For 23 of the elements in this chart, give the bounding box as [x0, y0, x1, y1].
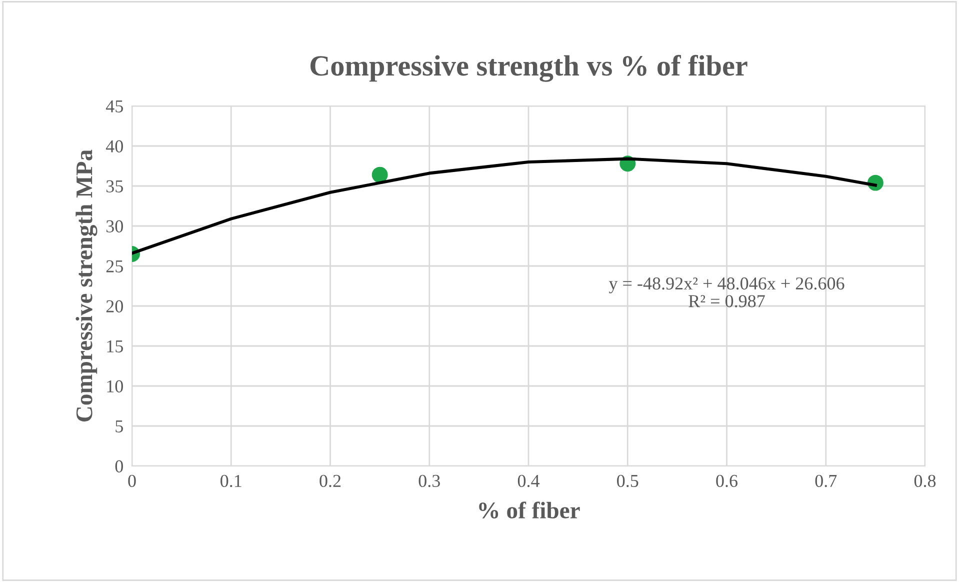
y-tick-label: 30 [106, 220, 123, 232]
chart-title: Compressive strength vs % of fiber [310, 54, 748, 82]
x-tick-label: 0.1 [220, 474, 242, 488]
x-tick-label: 0 [128, 474, 136, 488]
x-tick-label: 0.2 [320, 474, 341, 488]
y-tick-label: 15 [107, 340, 123, 352]
y-tick-label: 10 [107, 380, 123, 392]
x-tick-label: 0.5 [617, 474, 638, 488]
annotation: y = -48.92x² + 48.046x + 26.606 R² = 0.987 [608, 277, 844, 308]
y-axis-title: Compressive strength MPa [76, 150, 98, 422]
y-tick-label: 45 [106, 100, 123, 112]
y-tick-label: 0 [115, 460, 123, 472]
x-tick-label: 0.6 [716, 474, 738, 488]
x-tick-label: 0.8 [914, 474, 936, 488]
y-tick-label: 25 [106, 260, 123, 272]
x-tick-label: 0.7 [815, 474, 837, 488]
y-tick-label: 40 [106, 140, 123, 152]
y-tick-label: 20 [106, 300, 123, 312]
x-tick-label: 0.3 [418, 474, 440, 488]
y-tick-label: 5 [116, 420, 123, 432]
y-tick-label: 35 [106, 180, 123, 192]
x-axis-title: % of fiber [479, 502, 580, 519]
x-tick-label: 0.4 [518, 474, 540, 488]
